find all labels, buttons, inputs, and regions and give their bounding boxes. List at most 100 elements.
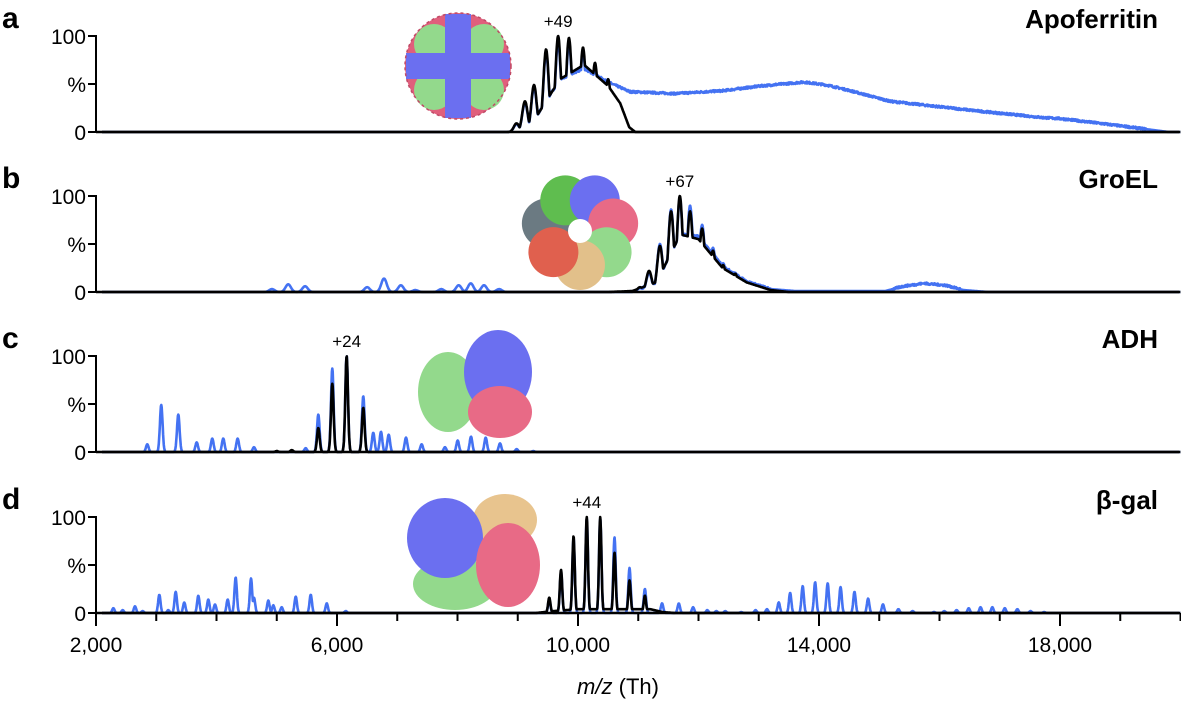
blue-peak: [388, 434, 390, 436]
groel-structure: [521, 175, 639, 290]
blue-peak: [304, 285, 306, 287]
blue-peak: [317, 413, 319, 416]
blue-peak: [440, 288, 442, 290]
panel-title: GroEL: [1079, 164, 1159, 194]
spectrum-black: [101, 515, 1181, 615]
black-peak: [560, 569, 562, 571]
blue-peak: [659, 243, 661, 245]
beta-gal-structure: [407, 494, 540, 610]
blue-peak: [1016, 608, 1018, 610]
blue-peak: [272, 604, 274, 606]
black-peak: [670, 210, 672, 212]
panel-title: ADH: [1102, 324, 1158, 354]
groel-central-cavity: [568, 219, 592, 243]
x-tick-label: 10,000: [546, 634, 610, 657]
black-peak: [346, 355, 348, 357]
blue-peak: [383, 277, 385, 280]
panel-d: d β-gal 100% 0 +44: [2, 483, 1181, 626]
x-tick-label: 18,000: [1028, 634, 1092, 657]
panel-title: Apoferritin: [1025, 4, 1158, 34]
blue-peak: [183, 601, 185, 604]
charge-state-label: +44: [572, 493, 601, 512]
black-peak: [515, 122, 518, 124]
blue-peak: [167, 609, 169, 611]
panel-b: b GroEL 100% 0 +67: [2, 162, 1181, 305]
blue-peak: [250, 577, 252, 580]
black-peak: [331, 383, 333, 385]
blue-peak: [160, 404, 162, 406]
black-peak: [659, 245, 661, 247]
blue-peak: [421, 443, 423, 445]
blue-peak: [483, 284, 485, 286]
blue-peak: [802, 585, 804, 587]
apoferritin-structure: [404, 12, 512, 120]
panel-c: c ADH 100% 0 +24: [2, 322, 1181, 465]
y-tick-label: %: [67, 74, 86, 97]
blue-peak: [712, 247, 714, 249]
blue-peak: [814, 581, 816, 583]
y-tick-label: 100: [51, 507, 86, 530]
y-tick-label: 0: [74, 603, 86, 626]
y-tick-label: 0: [74, 282, 86, 305]
black-peak: [644, 595, 646, 597]
black-peak: [291, 449, 293, 451]
spectrum-black: [101, 34, 1181, 134]
blue-peak: [516, 448, 518, 450]
blue-peak: [979, 606, 982, 608]
groel-subunit: [528, 227, 579, 278]
blue-peak: [722, 262, 724, 264]
x-axis-label-variable: m/z: [577, 674, 612, 699]
blue-peak: [146, 443, 148, 445]
x-tick-label: 2,000: [70, 634, 123, 657]
blue-peak: [211, 437, 213, 440]
blue-peak: [789, 592, 791, 594]
blue-peak: [754, 609, 757, 611]
blue-peak: [457, 439, 459, 442]
blue-peak: [628, 567, 631, 569]
black-peak: [586, 516, 588, 518]
black-peak: [639, 286, 641, 288]
blue-peak: [400, 284, 402, 286]
black-peak: [689, 210, 691, 212]
blue-peak: [470, 282, 472, 284]
panel-title: β-gal: [1096, 485, 1158, 515]
blue-peak: [724, 610, 726, 612]
panel-letter: a: [2, 2, 19, 35]
blue-peak: [943, 610, 945, 612]
blue-peak: [414, 289, 416, 291]
spectrum-blue: [101, 196, 1181, 294]
blue-peak: [237, 437, 239, 440]
blue-peak: [470, 436, 472, 438]
x-tick-label: 6,000: [311, 634, 364, 657]
blue-peak: [701, 224, 703, 226]
blue-peak: [1029, 610, 1032, 612]
black-peak: [607, 78, 609, 80]
blue-peak: [227, 598, 229, 601]
x-axis-label-unit: (Th): [613, 674, 659, 699]
blue-peak: [499, 442, 501, 444]
blue-peak: [778, 601, 780, 604]
y-tick-label: %: [67, 234, 86, 257]
charge-state-label: +24: [332, 332, 361, 351]
blue-peak: [253, 446, 255, 448]
blue-peak: [827, 582, 829, 584]
x-tick-label: 14,000: [787, 634, 851, 657]
blue-peak: [380, 431, 382, 433]
blue-peak: [331, 367, 333, 370]
spectrum-black: [101, 194, 1181, 294]
blue-peak: [912, 610, 914, 612]
x-axis: 2,000 6,000 10,000 14,000 18,000 m/z (Th): [70, 613, 1181, 699]
panel-letter: b: [2, 162, 20, 195]
black-peak: [524, 100, 526, 102]
blue-peak: [853, 591, 856, 593]
spectrum-blue: [101, 355, 1181, 454]
black-peak: [648, 270, 650, 272]
blue-peak: [310, 594, 312, 596]
black-peak: [557, 35, 559, 37]
black-peak: [613, 551, 616, 554]
black-peak: [545, 48, 547, 51]
black-peak: [533, 84, 535, 86]
blue-peak: [991, 606, 993, 608]
blue-peak: [345, 610, 347, 612]
